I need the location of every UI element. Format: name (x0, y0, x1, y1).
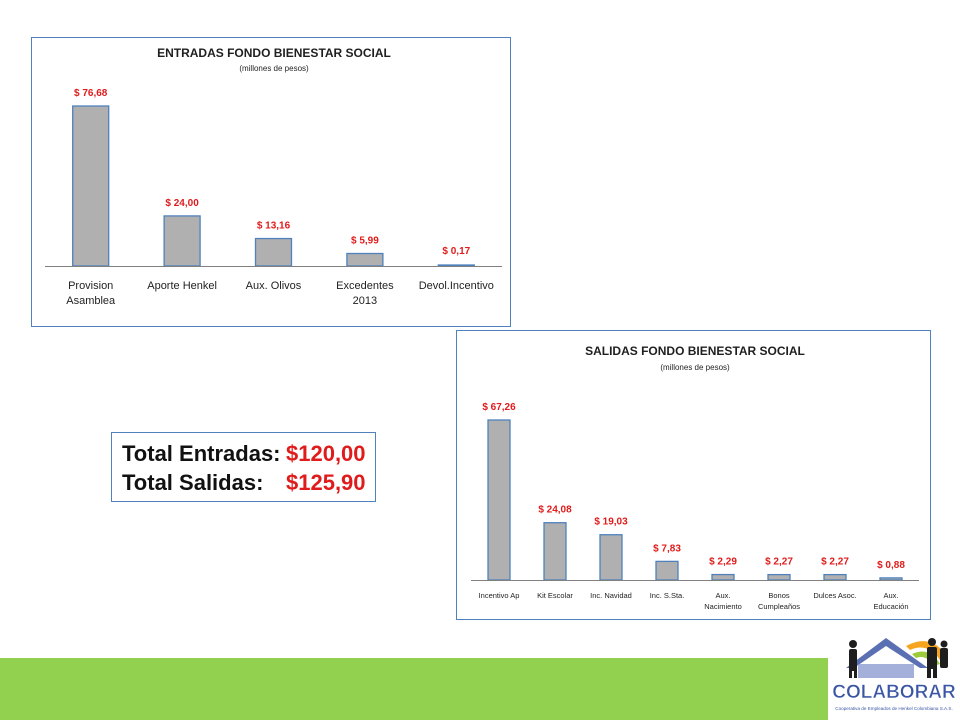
salidas-data-label: $ 24,08 (538, 505, 572, 516)
entradas-category-label: Excedentes 2013 (336, 280, 394, 307)
salidas-chart: SALIDAS FONDO BIENESTAR SOCIAL (millones … (456, 330, 931, 620)
salidas-bar (767, 573, 791, 581)
colaborar-logo: COLABORAR Cooperativa de Empleados de He… (828, 628, 960, 720)
salidas-chart-svg: SALIDAS FONDO BIENESTAR SOCIAL (millones … (471, 344, 919, 611)
salidas-category-label: Aux. Nacimiento (704, 591, 742, 611)
entradas-chart: ENTRADAS FONDO BIENESTAR SOCIAL (millones… (31, 37, 511, 327)
salidas-bar (487, 419, 511, 581)
colaborar-logo-graphic: COLABORAR Cooperativa de Empleados de He… (832, 638, 956, 711)
salidas-data-label: $ 2,29 (709, 557, 737, 568)
total-entradas-label: Total Entradas: (122, 441, 281, 466)
salidas-bar (543, 522, 567, 581)
salidas-title: SALIDAS FONDO BIENESTAR SOCIAL (585, 344, 805, 358)
entradas-bar (437, 264, 475, 267)
salidas-data-label: $ 0,88 (877, 560, 905, 571)
salidas-data-label: $ 7,83 (653, 543, 681, 554)
entradas-data-label: $ 13,16 (257, 221, 291, 232)
entradas-title: ENTRADAS FONDO BIENESTAR SOCIAL (157, 46, 391, 60)
entradas-bar (163, 215, 201, 267)
salidas-category-label: Inc. S.Sta. (650, 591, 685, 600)
totals-box: Total Entradas: $120,00 Total Salidas: $… (111, 432, 376, 502)
svg-text:COLABORAR: COLABORAR (832, 682, 956, 703)
salidas-category-label: Bonos Cumpleaños (758, 591, 800, 611)
salidas-data-label: $ 19,03 (594, 517, 628, 528)
salidas-data-label: $ 2,27 (821, 557, 849, 568)
total-entradas-value: $120,00 (286, 441, 366, 466)
salidas-bar (599, 534, 623, 581)
salidas-bar (879, 577, 903, 581)
entradas-data-label: $ 24,00 (165, 198, 199, 209)
salidas-category-label: Dulces Asoc. (813, 591, 856, 600)
salidas-category-label: Inc. Navidad (590, 591, 632, 600)
salidas-category-label: Incentivo Ap (479, 591, 520, 600)
entradas-bar (72, 105, 110, 267)
entradas-category-label: Devol.Incentivo (419, 280, 494, 292)
salidas-data-label: $ 2,27 (765, 557, 793, 568)
entradas-subtitle: (millones de pesos) (239, 64, 309, 73)
entradas-chart-svg: ENTRADAS FONDO BIENESTAR SOCIAL (millones… (45, 46, 502, 307)
entradas-bar (254, 237, 293, 267)
salidas-category-label: Aux. Educación (873, 591, 908, 611)
salidas-bar (711, 573, 735, 581)
salidas-category-label: Kit Escolar (537, 591, 573, 600)
footer-bar (0, 658, 828, 720)
entradas-data-label: $ 76,68 (74, 88, 108, 99)
total-salidas-value: $125,90 (286, 470, 366, 495)
entradas-category-label: Aporte Henkel (147, 280, 217, 292)
total-salidas-label: Total Salidas: (122, 470, 264, 495)
salidas-bar (655, 560, 679, 581)
entradas-data-label: $ 5,99 (351, 236, 379, 247)
entradas-category-label: Aux. Olivos (246, 280, 302, 292)
salidas-subtitle: (millones de pesos) (660, 363, 730, 372)
entradas-category-label: Provision Asamblea (66, 280, 116, 307)
salidas-bar (823, 573, 847, 581)
svg-text:Cooperativa de Empleados de He: Cooperativa de Empleados de Henkel Colom… (835, 706, 952, 711)
entradas-data-label: $ 0,17 (442, 246, 470, 257)
total-entradas-row: Total Entradas: $120,00 (122, 441, 366, 467)
total-salidas-row: Total Salidas: $125,90 (122, 470, 366, 496)
entradas-bar (346, 252, 384, 267)
salidas-data-label: $ 67,26 (482, 402, 516, 413)
